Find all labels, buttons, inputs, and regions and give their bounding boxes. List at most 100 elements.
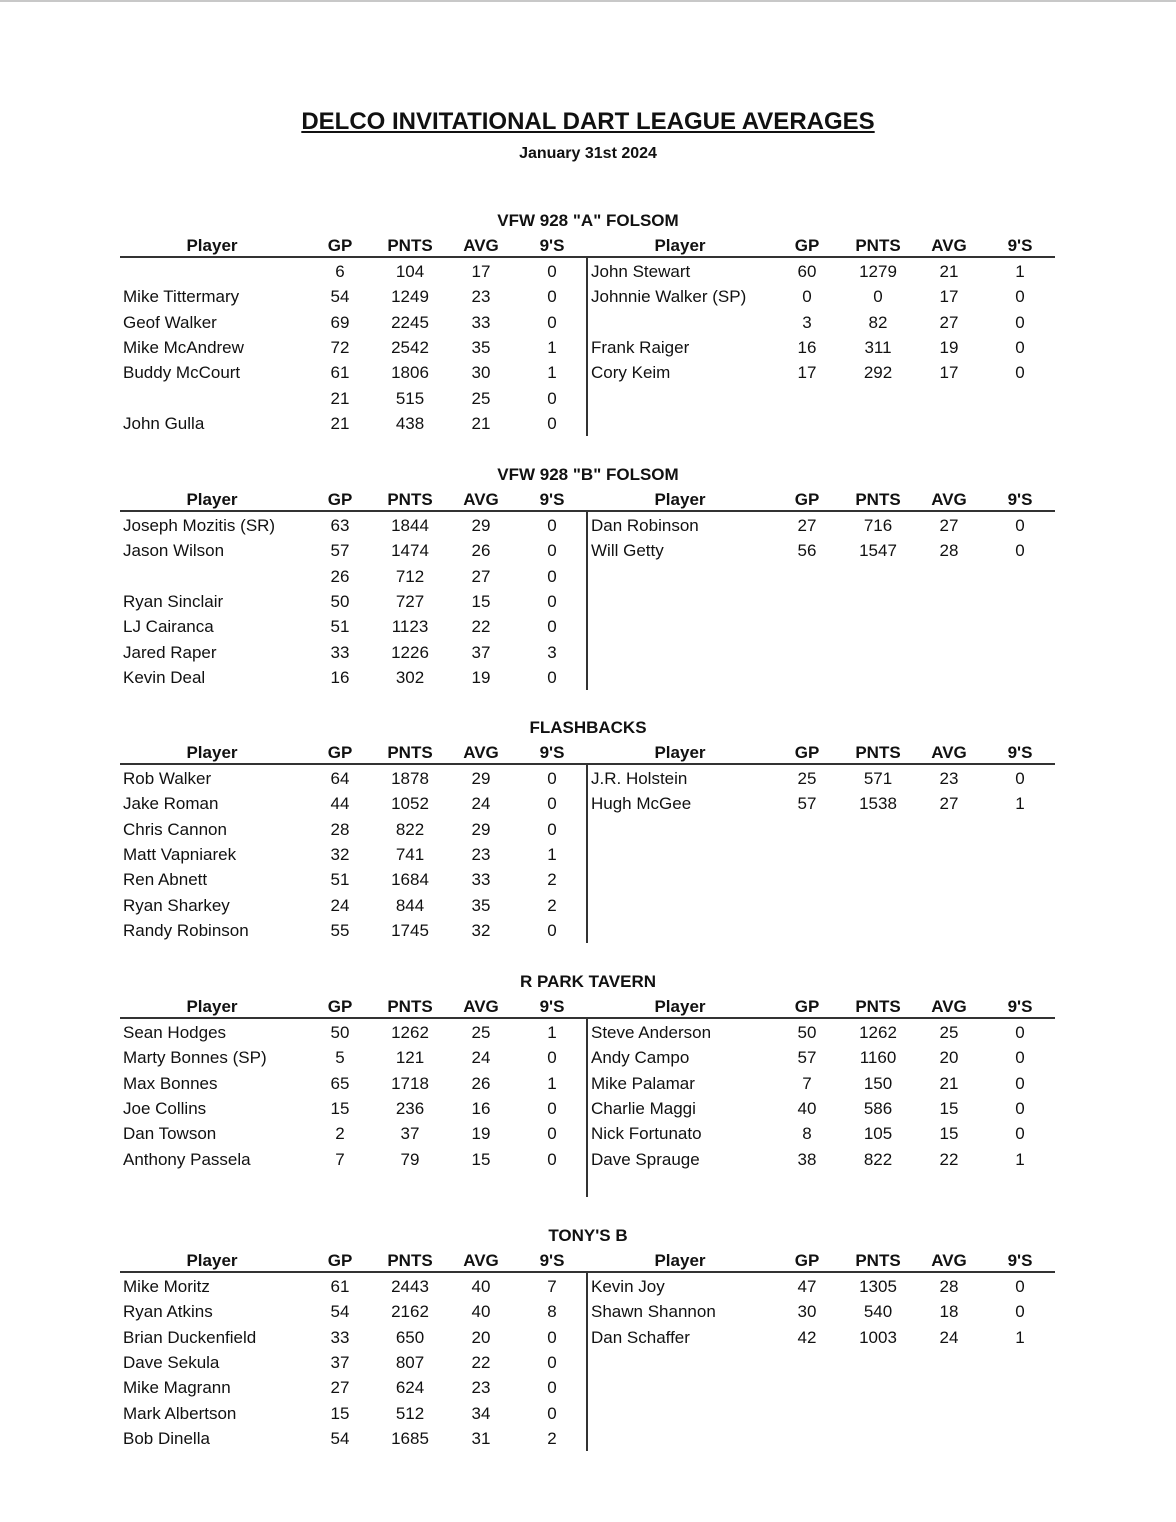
right-row-avg: 27: [939, 312, 959, 332]
right-row-player: Shawn Shannon: [591, 1302, 716, 1322]
left-row-player: Rob Walker: [123, 769, 212, 788]
right-row-pnts: 1305: [859, 1277, 897, 1296]
left-row-player: Buddy McCourt: [123, 363, 241, 383]
left-row-nines: 0: [547, 819, 557, 839]
left-row-gp: 72: [330, 337, 350, 357]
column-header-gp: GP: [794, 1251, 820, 1270]
left-row-avg: 32: [471, 920, 491, 940]
left-row-nines: 0: [547, 1124, 557, 1144]
left-row-player: Ryan Sharkey: [123, 895, 230, 915]
left-row-avg: 23: [471, 844, 491, 864]
left-row-avg: 19: [471, 667, 491, 687]
left-row-nines: 1: [547, 1023, 557, 1042]
left-row-pnts: 1718: [391, 1073, 429, 1093]
right-row-pnts: 822: [863, 1149, 893, 1169]
right-row-avg: 23: [939, 769, 959, 788]
right-row-nines: 0: [1015, 287, 1025, 307]
right-row-avg: 25: [939, 1023, 959, 1042]
column-header-avg: AVG: [463, 236, 499, 255]
left-row-player: Sean Hodges: [123, 1023, 227, 1042]
left-row-pnts: 624: [395, 1378, 425, 1398]
right-row-player: Dan Schaffer: [591, 1327, 690, 1347]
left-row-player: Mark Albertson: [123, 1403, 237, 1423]
right-row-player: Cory Keim: [591, 363, 671, 383]
left-row-player: Joe Collins: [123, 1098, 207, 1118]
left-row-avg: 35: [471, 337, 491, 357]
column-header-pnts: PNTS: [387, 1251, 433, 1270]
left-row-avg: 23: [471, 287, 491, 307]
left-row-pnts: 37: [400, 1124, 420, 1144]
header-divider: [120, 763, 1055, 765]
right-row-gp: 50: [797, 1023, 817, 1042]
column-header-avg: AVG: [463, 743, 499, 762]
left-row-gp: 64: [330, 769, 350, 788]
column-header-player: Player: [654, 236, 706, 255]
left-row-gp: 21: [330, 388, 350, 408]
left-row-player: Anthony Passela: [123, 1149, 251, 1169]
left-row-pnts: 844: [395, 895, 425, 915]
team-name: FLASHBACKS: [529, 718, 647, 737]
left-row-avg: 40: [471, 1302, 491, 1322]
column-header-player: Player: [186, 1251, 238, 1270]
column-header-nines: 9'S: [539, 997, 565, 1016]
left-row-player: Dave Sekula: [123, 1352, 220, 1372]
right-row-avg: 21: [939, 262, 959, 281]
right-row-pnts: 292: [863, 363, 893, 383]
left-row-avg: 34: [471, 1403, 491, 1423]
column-header-nines: 9'S: [539, 1251, 565, 1270]
left-row-player: Randy Robinson: [123, 920, 249, 940]
right-row-avg: 15: [939, 1124, 959, 1144]
right-row-nines: 0: [1015, 337, 1025, 357]
right-row-player: John Stewart: [591, 262, 691, 281]
left-row-pnts: 79: [400, 1149, 420, 1169]
left-row-nines: 0: [547, 920, 557, 940]
left-row-gp: 28: [330, 819, 350, 839]
right-row-pnts: 1003: [859, 1327, 897, 1347]
page-title: DELCO INVITATIONAL DART LEAGUE AVERAGES: [0, 108, 1176, 136]
left-row-avg: 17: [471, 262, 491, 281]
left-row-gp: 51: [330, 870, 350, 890]
left-row-gp: 15: [330, 1403, 350, 1423]
column-header-player: Player: [186, 743, 238, 762]
right-row-pnts: 571: [863, 769, 893, 788]
left-row-pnts: 712: [395, 566, 425, 586]
column-header-gp: GP: [794, 997, 820, 1016]
column-header-gp: GP: [327, 490, 353, 509]
left-row-gp: 61: [330, 1277, 350, 1296]
column-divider: [586, 258, 588, 436]
left-row-nines: 0: [547, 1352, 557, 1372]
left-row-pnts: 515: [395, 388, 425, 408]
left-row-gp: 61: [330, 363, 350, 383]
left-row-nines: 1: [547, 363, 557, 383]
left-row-avg: 22: [471, 1352, 491, 1372]
right-row-nines: 0: [1015, 363, 1025, 383]
left-row-pnts: 438: [395, 413, 425, 433]
left-row-nines: 2: [547, 870, 557, 890]
left-row-pnts: 121: [395, 1048, 425, 1068]
team-name: VFW 928 "B" FOLSOM: [497, 465, 679, 484]
left-row-nines: 0: [547, 312, 557, 332]
right-row-pnts: 1538: [859, 794, 897, 814]
header-divider: [120, 1017, 1055, 1019]
page-subtitle: January 31st 2024: [519, 145, 657, 162]
left-row-pnts: 650: [395, 1327, 425, 1347]
left-row-avg: 15: [471, 1149, 491, 1169]
right-row-gp: 3: [802, 312, 812, 332]
column-header-nines: 9'S: [1007, 236, 1033, 255]
left-row-gp: 50: [330, 1023, 350, 1042]
left-row-player: Max Bonnes: [123, 1073, 218, 1093]
left-row-avg: 35: [471, 895, 491, 915]
header-divider: [120, 510, 1055, 512]
left-row-nines: 0: [547, 566, 557, 586]
left-row-player: LJ Cairanca: [123, 617, 214, 637]
left-row-avg: 33: [471, 870, 491, 890]
team-name: R PARK TAVERN: [520, 972, 656, 991]
column-header-avg: AVG: [931, 997, 967, 1016]
column-header-gp: GP: [794, 743, 820, 762]
right-row-nines: 0: [1015, 516, 1025, 535]
left-row-nines: 0: [547, 1098, 557, 1118]
left-row-nines: 7: [547, 1277, 557, 1296]
left-row-gp: 54: [330, 1302, 350, 1322]
left-row-player: Jason Wilson: [123, 541, 225, 561]
right-row-gp: 16: [797, 337, 817, 357]
